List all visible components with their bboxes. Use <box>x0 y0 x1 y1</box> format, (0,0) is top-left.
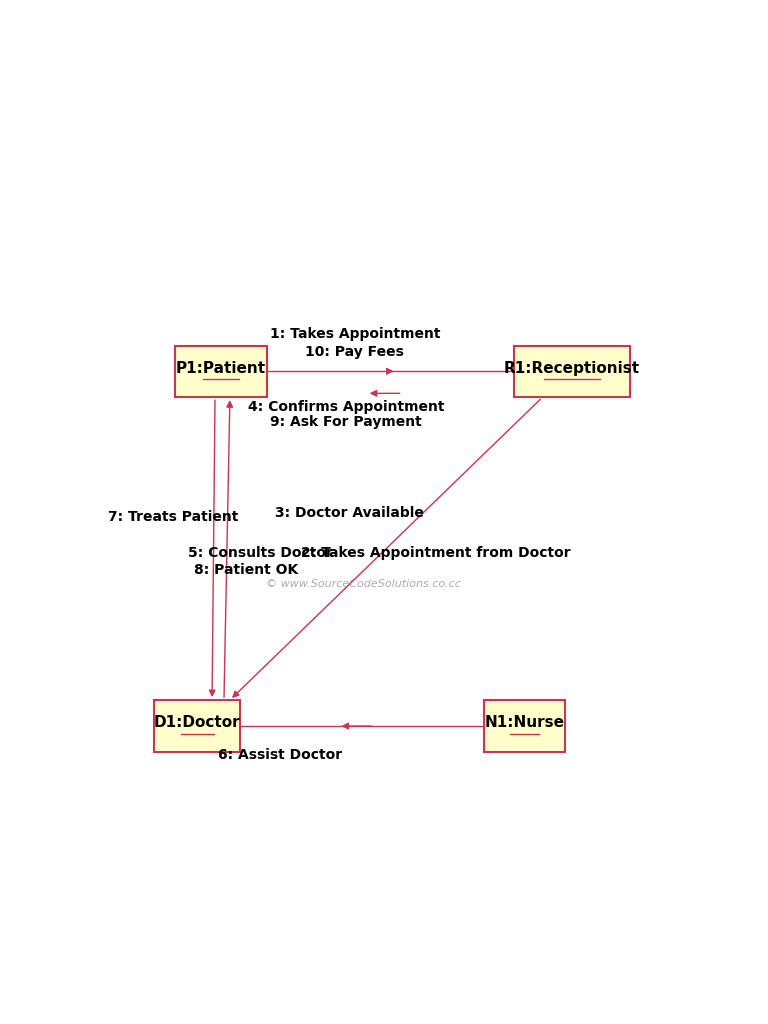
Text: 2: Takes Appointment from Doctor: 2: Takes Appointment from Doctor <box>301 546 571 559</box>
Text: 10: Pay Fees: 10: Pay Fees <box>306 345 404 358</box>
Text: P1:Patient: P1:Patient <box>176 360 266 376</box>
Text: 4: Confirms Appointment: 4: Confirms Appointment <box>248 399 444 414</box>
Text: © www.SourceCodeSolutions.co.cc: © www.SourceCodeSolutions.co.cc <box>266 580 462 589</box>
FancyBboxPatch shape <box>175 346 267 397</box>
Text: 1: Takes Appointment: 1: Takes Appointment <box>270 328 440 341</box>
Text: D1:Doctor: D1:Doctor <box>154 716 240 730</box>
Text: 6: Assist Doctor: 6: Assist Doctor <box>218 749 343 762</box>
Text: N1:Nurse: N1:Nurse <box>485 716 564 730</box>
FancyBboxPatch shape <box>514 346 631 397</box>
FancyBboxPatch shape <box>154 700 240 752</box>
Text: 9: Ask For Payment: 9: Ask For Payment <box>270 416 422 429</box>
Text: 3: Doctor Available: 3: Doctor Available <box>275 506 423 520</box>
Text: R1:Receptionist: R1:Receptionist <box>504 360 641 376</box>
Text: 8: Patient OK: 8: Patient OK <box>194 563 299 577</box>
FancyBboxPatch shape <box>485 700 564 752</box>
Text: 7: Treats Patient: 7: Treats Patient <box>108 510 238 524</box>
Text: 5: Consults Doctor: 5: Consults Doctor <box>188 546 333 559</box>
